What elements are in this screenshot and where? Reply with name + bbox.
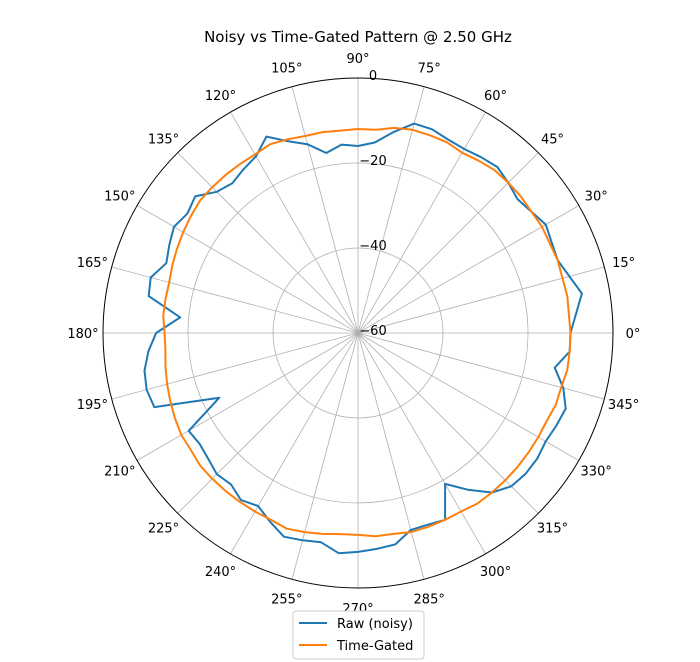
angle-tick-label-165: 165°: [77, 256, 108, 271]
angle-tick-label-195: 195°: [77, 398, 108, 413]
legend: Raw (noisy) Time-Gated: [292, 610, 425, 660]
angle-tick-label-225: 225°: [148, 522, 179, 537]
grid-spoke-210: [136, 332, 359, 461]
grid-spoke-285: [357, 332, 425, 580]
angle-tick-label-345: 345°: [608, 398, 639, 413]
grid-spoke-120: [230, 111, 359, 334]
grid-spoke-60: [357, 111, 486, 334]
angle-tick-label-135: 135°: [148, 133, 179, 148]
angle-tick-label-105: 105°: [271, 61, 302, 76]
angle-tick-label-255: 255°: [271, 593, 302, 608]
angle-tick-label-285: 285°: [414, 593, 445, 608]
angle-tick-label-15: 15°: [612, 256, 635, 271]
grid-spoke-150: [136, 205, 359, 334]
grid-ring--40: [272, 247, 444, 419]
angle-tick-label-330: 330°: [581, 465, 612, 480]
angle-tick-label-60: 60°: [484, 89, 507, 104]
polar-frame: [102, 77, 614, 589]
angle-tick-label-30: 30°: [585, 190, 608, 205]
angle-tick-label-315: 315°: [537, 522, 568, 537]
series-lines: [143, 122, 583, 555]
angle-tick-label-300: 300°: [480, 565, 511, 580]
series-line-0: [143, 122, 583, 555]
angle-tick-label-240: 240°: [205, 565, 236, 580]
legend-label-gated: Time-Gated: [336, 639, 413, 654]
grid-spoke-195: [111, 332, 359, 400]
angle-tick-label-150: 150°: [104, 190, 135, 205]
grid-spoke-255: [291, 332, 359, 580]
chart-title: Noisy vs Time-Gated Pattern @ 2.50 GHz: [204, 28, 512, 46]
grid-spoke-75: [357, 86, 425, 334]
angle-tick-label-45: 45°: [541, 133, 564, 148]
radial-tick-label-2: −20: [359, 154, 386, 169]
angle-tick-label-75: 75°: [418, 61, 441, 76]
grid-ring--20: [187, 162, 529, 504]
series-line-1: [162, 126, 572, 538]
angle-tick-label-210: 210°: [104, 465, 135, 480]
polar-grid: [102, 77, 614, 589]
grid-spoke-240: [230, 332, 359, 555]
grid-spoke-330: [357, 332, 580, 461]
angle-tick-label-180: 180°: [67, 327, 98, 342]
legend-label-raw: Raw (noisy): [337, 617, 413, 632]
radial-tick-label-0: −60: [359, 324, 386, 339]
angle-tick-label-0: 0°: [626, 327, 641, 342]
grid-spoke-225: [177, 332, 359, 514]
grid-spoke-300: [357, 332, 486, 555]
radial-tick-label-3: 0: [369, 69, 377, 84]
grid-spoke-105: [291, 86, 359, 334]
angle-tick-label-120: 120°: [205, 89, 236, 104]
radial-tick-label-1: −40: [359, 239, 386, 254]
grid-spoke-165: [111, 266, 359, 334]
grid-spoke-315: [357, 332, 539, 514]
grid-spoke-135: [177, 152, 359, 334]
angle-tick-label-90: 90°: [346, 52, 369, 67]
